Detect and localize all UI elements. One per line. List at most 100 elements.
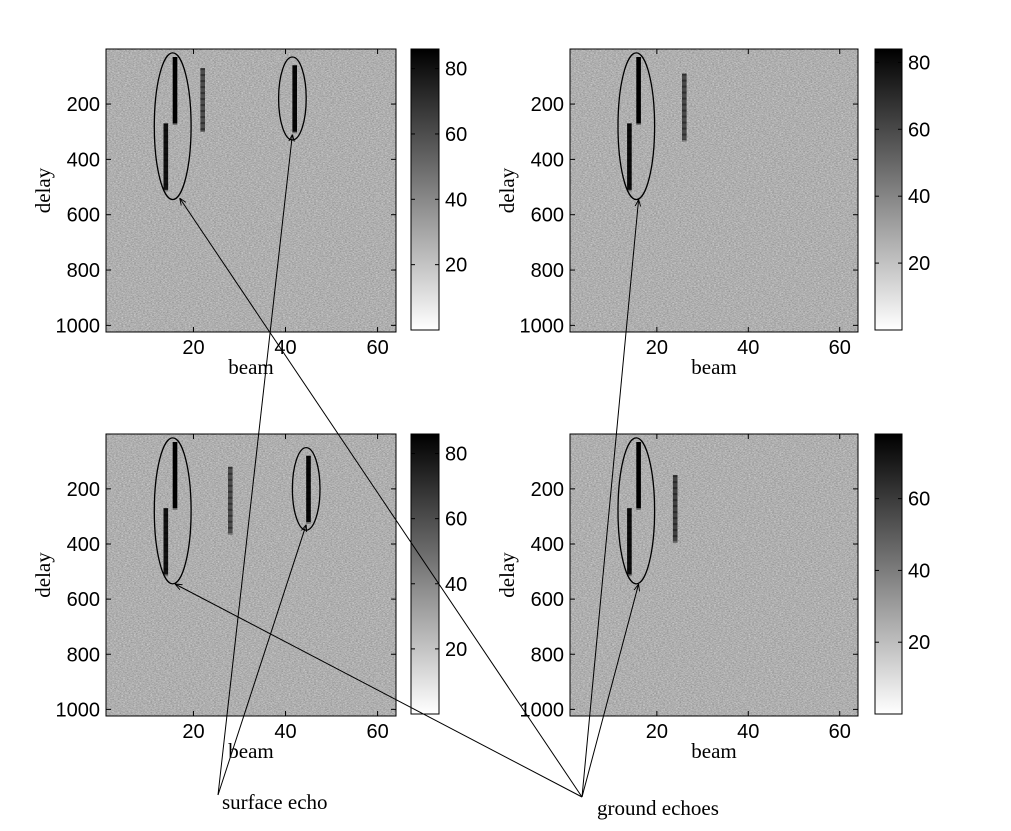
echo-texture [172, 490, 178, 492]
echo-texture [163, 153, 169, 156]
echo-texture [163, 544, 169, 547]
echo-texture [627, 550, 632, 553]
y-axis-label: delay [31, 167, 55, 213]
echo-texture [672, 475, 678, 478]
colorbar-tick-label: 60 [908, 119, 930, 141]
echo-texture [228, 502, 233, 505]
heatmap-noise [106, 49, 396, 332]
ground-echo-arrow [175, 584, 583, 798]
echo-texture [200, 122, 205, 125]
colorbar-tick-label: 80 [908, 52, 930, 74]
y-axis-label: delay [495, 167, 519, 213]
ground-echo-arrow [581, 584, 639, 798]
surface-echo-arrow [217, 135, 292, 796]
colorbar-tick-label: 20 [908, 253, 930, 275]
echo-texture [672, 481, 678, 484]
echo-texture [172, 448, 178, 450]
echo-streak [682, 73, 687, 140]
y-tick-label: 800 [67, 260, 100, 282]
echo-texture [306, 497, 311, 500]
echo-texture [627, 171, 632, 174]
echo-texture [636, 69, 641, 71]
echo-texture [292, 83, 297, 86]
echo-texture [636, 466, 641, 468]
echo-texture [163, 538, 169, 541]
echo-texture [682, 127, 687, 130]
echo-streak [672, 475, 678, 542]
echo-streak [172, 442, 178, 509]
echo-texture [228, 472, 233, 475]
echo-texture [627, 147, 632, 150]
echo-texture [228, 484, 233, 487]
axes-frame [569, 433, 859, 717]
colorbar-frame [874, 48, 903, 331]
echo-texture [627, 189, 632, 192]
colorbar-tick-label: 20 [908, 632, 930, 654]
echo-texture [627, 574, 632, 577]
echo-texture [636, 57, 641, 59]
echo-texture [163, 514, 169, 517]
axes-frame [105, 433, 397, 717]
echo-texture [672, 487, 678, 490]
x-tick-label: 40 [737, 721, 759, 743]
echo-texture [172, 81, 178, 83]
echo-texture [627, 538, 632, 541]
echo-texture [163, 189, 169, 192]
colorbar [411, 49, 439, 330]
echo-texture [636, 478, 641, 480]
echo-texture [163, 147, 169, 150]
echo-texture [627, 532, 632, 535]
echo-texture [172, 123, 178, 125]
colorbar [875, 434, 902, 714]
echo-texture [306, 461, 311, 464]
echo-texture [627, 177, 632, 180]
colorbar-frame [410, 433, 440, 715]
echo-texture [163, 532, 169, 535]
echo-texture [627, 153, 632, 156]
echo-texture [172, 442, 178, 444]
echo-streak [292, 65, 297, 132]
echo-texture [228, 490, 233, 493]
echo-texture [306, 509, 311, 512]
y-axis-label: delay [495, 552, 519, 598]
echo-texture [163, 574, 169, 577]
echo-texture [172, 466, 178, 468]
colorbar-tick-label: 40 [908, 560, 930, 582]
surface-echo-arrow [217, 525, 306, 796]
axes-frame [569, 48, 859, 333]
echo-texture [292, 77, 297, 80]
echo-texture [682, 139, 687, 142]
echo-texture [172, 508, 178, 510]
echo-texture [172, 111, 178, 113]
echo-texture [228, 508, 233, 511]
echo-texture [636, 496, 641, 498]
echo-texture [172, 57, 178, 59]
echo-texture [306, 479, 311, 482]
echo-texture [172, 484, 178, 486]
echo-texture [672, 541, 678, 544]
echo-texture [228, 478, 233, 481]
echo-texture [682, 109, 687, 112]
echo-ellipse [153, 437, 192, 585]
echo-texture [200, 92, 205, 95]
echo-texture [163, 550, 169, 553]
echo-texture [627, 508, 632, 511]
y-tick-label: 400 [67, 534, 100, 556]
panel-bottom-right: 20 40 60 200 400 600 800 1000 beam delay 20 40 60 [495, 433, 930, 763]
echo-texture [163, 123, 169, 126]
ground-echo-arrow [180, 198, 583, 798]
echo-texture [163, 159, 169, 162]
echo-texture [636, 508, 641, 510]
echo-streak [228, 466, 233, 533]
echo-texture [636, 63, 641, 65]
echo-texture [292, 95, 297, 98]
echo-texture [636, 117, 641, 119]
echo-texture [672, 499, 678, 502]
y-tick-label: 1000 [520, 699, 565, 721]
echo-texture [200, 128, 205, 131]
x-tick-label: 20 [182, 337, 204, 359]
y-axis-label: delay [31, 552, 55, 598]
echo-texture [163, 520, 169, 523]
y-tick-label: 800 [531, 260, 564, 282]
